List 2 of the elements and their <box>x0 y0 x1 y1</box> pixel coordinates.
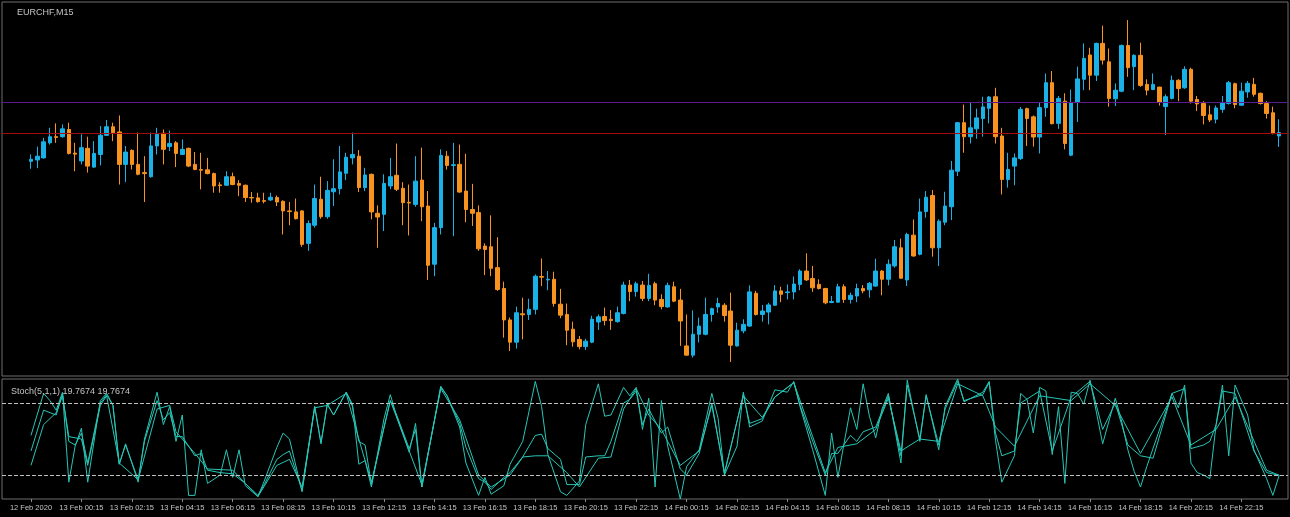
text: Stoch(5,1,1) 19.7674 19.7674 <box>11 385 131 396</box>
chart-title: EURCHF,M15 <box>17 6 74 17</box>
